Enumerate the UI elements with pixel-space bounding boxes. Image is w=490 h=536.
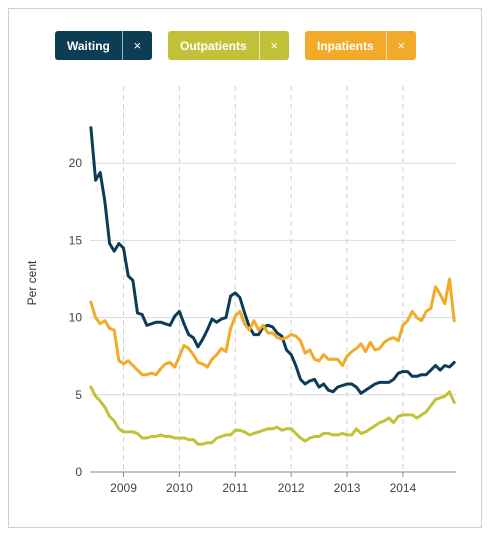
y-tick-label: 20 bbox=[69, 156, 83, 170]
legend-chip-waiting[interactable]: Waiting × bbox=[55, 31, 152, 60]
x-tick-label: 2014 bbox=[390, 481, 417, 495]
y-tick-label: 15 bbox=[69, 233, 83, 247]
series-line-waiting bbox=[89, 126, 456, 395]
legend-label-waiting: Waiting bbox=[67, 38, 110, 53]
x-tick-label: 2009 bbox=[110, 481, 137, 495]
x-tick-label: 2010 bbox=[166, 481, 193, 495]
legend-chip-inpatients[interactable]: Inpatients × bbox=[305, 31, 416, 60]
close-icon[interactable]: × bbox=[121, 31, 152, 60]
series-line-outpatients bbox=[89, 385, 456, 446]
y-tick-label: 0 bbox=[75, 465, 82, 479]
y-tick-label: 10 bbox=[69, 311, 83, 325]
x-tick-label: 2013 bbox=[334, 481, 361, 495]
close-icon[interactable]: × bbox=[385, 31, 416, 60]
grid bbox=[90, 86, 456, 477]
legend-label-outpatients: Outpatients bbox=[180, 38, 247, 53]
series-lines bbox=[89, 126, 456, 446]
legend-label-inpatients: Inpatients bbox=[317, 38, 374, 53]
x-tick-label: 2011 bbox=[222, 481, 248, 495]
legend-chip-outpatients[interactable]: Outpatients × bbox=[168, 31, 289, 60]
x-tick-label: 2012 bbox=[278, 481, 305, 495]
series-line-inpatients bbox=[89, 277, 456, 377]
y-tick-label: 5 bbox=[75, 388, 82, 402]
y-tick-labels: 0 5 10 15 20 bbox=[69, 156, 83, 479]
x-tick-labels: 2009 2010 2011 2012 2013 2014 bbox=[110, 481, 416, 495]
close-icon[interactable]: × bbox=[258, 31, 289, 60]
